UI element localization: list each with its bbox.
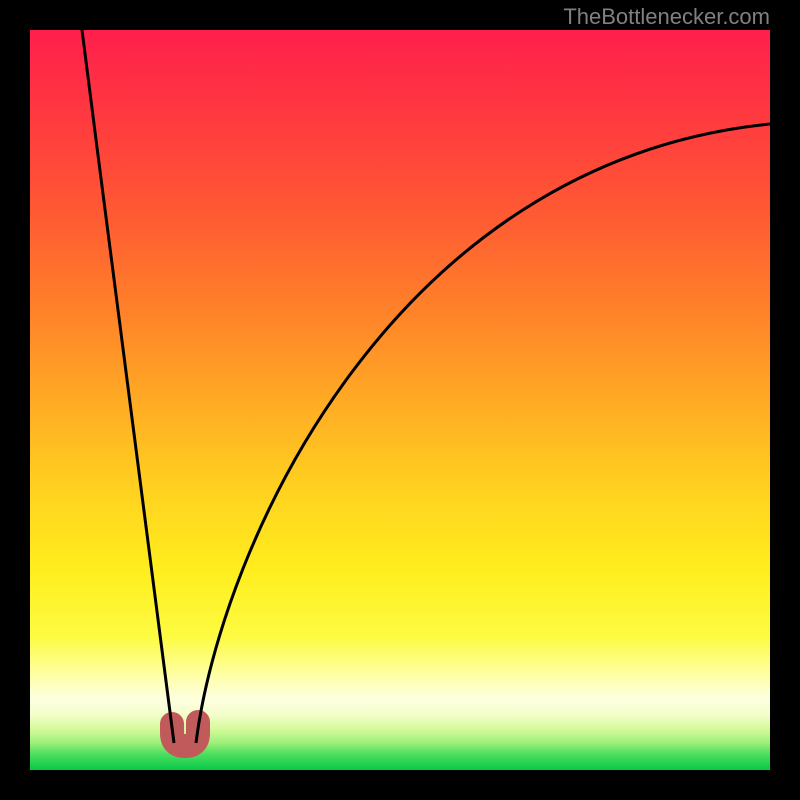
chart-container: TheBottlenecker.com	[0, 0, 800, 800]
border-right	[770, 0, 800, 800]
minimum-marker	[172, 722, 198, 746]
plot-area	[30, 30, 770, 770]
watermark-text: TheBottlenecker.com	[563, 4, 770, 30]
border-bottom	[0, 770, 800, 800]
curve-right-branch	[196, 124, 770, 743]
border-left	[0, 0, 30, 800]
curve-left-branch	[82, 30, 174, 743]
curve-layer	[30, 30, 770, 770]
